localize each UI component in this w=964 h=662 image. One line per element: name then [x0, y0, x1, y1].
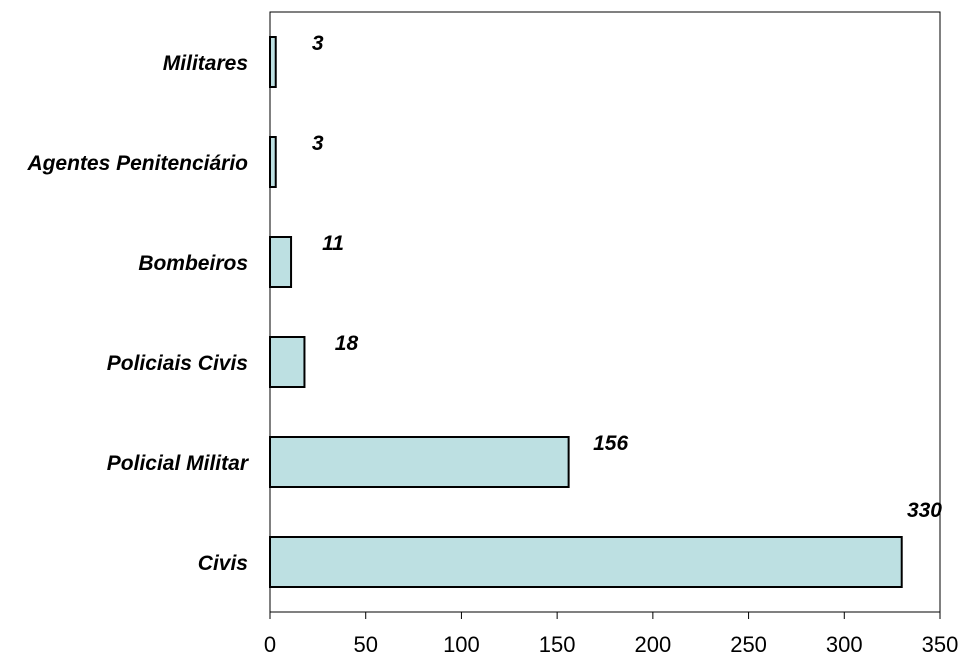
x-tick-label: 100: [443, 632, 480, 657]
x-tick-label: 300: [826, 632, 863, 657]
category-label: Bombeiros: [138, 252, 248, 275]
plot-frame: [269, 11, 941, 613]
data-label: 3: [312, 32, 324, 55]
bar: [269, 36, 277, 88]
x-tick-label: 150: [539, 632, 576, 657]
bar: [269, 536, 903, 588]
category-label: Policial Militar: [107, 452, 250, 475]
x-tick-label: 0: [264, 632, 276, 657]
category-label: Agentes Penitenciário: [26, 152, 248, 175]
bar: [269, 136, 277, 188]
data-label: 18: [335, 332, 359, 355]
data-label: 3: [312, 132, 324, 155]
bar: [269, 236, 293, 288]
x-tick-label: 200: [634, 632, 671, 657]
data-label: 156: [593, 432, 628, 455]
category-label: Civis: [198, 552, 248, 575]
x-tick-label: 250: [730, 632, 767, 657]
data-label: 11: [322, 232, 344, 255]
axis-layer: [269, 11, 941, 619]
x-tick-label: 350: [922, 632, 959, 657]
data-label: 330: [907, 499, 942, 522]
category-label: Policiais Civis: [107, 352, 248, 375]
bar: [269, 436, 570, 488]
x-tick-label: 50: [353, 632, 377, 657]
labels-layer: 0 50 100 150 200 250 300 350 Civis 330 Policial Mi…: [26, 32, 958, 657]
bar: [269, 336, 306, 388]
bars-layer: [269, 36, 903, 588]
category-label: Militares: [163, 52, 248, 75]
